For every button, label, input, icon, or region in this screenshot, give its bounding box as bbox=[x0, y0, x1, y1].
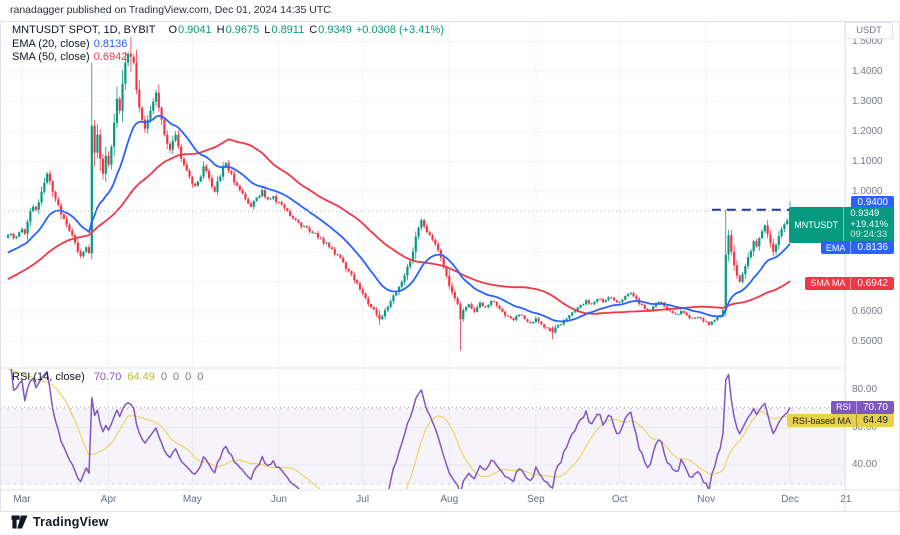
symbol-countdown: 09:24:33 bbox=[850, 229, 888, 241]
ohlc-key: C bbox=[309, 24, 318, 36]
time-tick-label: May bbox=[182, 494, 202, 505]
rsi-ma-value-tag: RSI-based MA 64.49 bbox=[787, 414, 894, 428]
price-tick-label: 1.5000 bbox=[852, 35, 883, 47]
rsi-legend-value: 0 bbox=[160, 371, 167, 383]
tag-value: 70.70 bbox=[862, 401, 888, 413]
time-tick-label: 21 bbox=[840, 494, 852, 505]
time-tick-label: Dec bbox=[781, 494, 799, 505]
price-line-tag: 0.9400 bbox=[851, 196, 894, 210]
symbol-price: 0.9349 bbox=[850, 208, 880, 220]
ohlc-value: 0.9041 bbox=[178, 24, 212, 36]
rsi-legend-row[interactable]: RSI (14, close) 70.70 64.49 0 0 0 0 bbox=[12, 371, 203, 384]
price-tick-label: 1.2000 bbox=[852, 125, 883, 137]
price-scale-currency[interactable]: USDT bbox=[845, 22, 893, 39]
rsi-legend-value: 70.70 bbox=[93, 371, 122, 383]
rsi-legend-value: 0 bbox=[173, 371, 180, 383]
sma-legend-row[interactable]: SMA (50, close) 0.6942 bbox=[12, 51, 127, 64]
ema-legend-name: EMA (20, close) bbox=[12, 38, 90, 50]
time-tick-label: Apr bbox=[100, 494, 117, 505]
tradingview-branding[interactable]: TradingView bbox=[11, 515, 109, 529]
price-tick-label: 0.5000 bbox=[852, 335, 883, 347]
sma-value-tag: SMA MA 0.6942 bbox=[805, 276, 894, 290]
ema-value-tag: EMA 0.8136 bbox=[820, 241, 894, 255]
ohlc-value: 0.8911 bbox=[271, 24, 305, 36]
tag-value: 0.8136 bbox=[857, 242, 888, 254]
ohlc-key: O bbox=[168, 24, 177, 36]
ohlc-key: L bbox=[264, 24, 271, 36]
ohlc-value: 0.9349 bbox=[318, 24, 352, 36]
tag-value: 64.49 bbox=[862, 415, 888, 427]
publish-info: ranadagger published on TradingView.com,… bbox=[10, 4, 331, 16]
rsi-legend-name: RSI (14, close) bbox=[12, 371, 85, 383]
time-tick-label: Sep bbox=[526, 494, 545, 505]
rsi-value-tag: RSI 70.70 bbox=[830, 400, 894, 414]
tag-name: EMA bbox=[821, 241, 852, 255]
price-tick-label: 0.6000 bbox=[852, 305, 883, 317]
symbol-change: +19.41% bbox=[850, 218, 888, 230]
tag-name: RSI bbox=[831, 400, 857, 414]
tag-value: 0.9400 bbox=[857, 197, 888, 209]
ohlc-value: +0.0308 (+3.41%) bbox=[352, 24, 444, 36]
symbol-price-values: 0.9349 +19.41% 09:24:33 bbox=[844, 207, 894, 243]
time-tick-label: Aug bbox=[440, 494, 459, 505]
time-tick-label: Nov bbox=[697, 494, 716, 505]
price-tick-label: 1.0000 bbox=[852, 185, 883, 197]
price-tick-label: 1.3000 bbox=[852, 95, 883, 107]
ohlc-value: 0.9675 bbox=[225, 24, 260, 36]
tag-name: SMA MA bbox=[805, 276, 852, 290]
price-tick-label: 1.4000 bbox=[852, 65, 883, 77]
symbol-title: MNTUSDT SPOT, 1D, BYBIT bbox=[12, 24, 156, 36]
time-tick-label: Jun bbox=[270, 494, 287, 505]
rsi-legend-value: 0 bbox=[197, 371, 204, 383]
sma-legend-name: SMA (50, close) bbox=[12, 51, 90, 63]
time-tick-label: Jul bbox=[356, 494, 370, 505]
tradingview-logo-text: TradingView bbox=[33, 515, 109, 529]
ohlc-key: H bbox=[216, 24, 225, 36]
tradingview-logo-icon bbox=[11, 515, 28, 529]
rsi-legend-value: 64.49 bbox=[127, 371, 155, 383]
rsi-tick-label: 80.00 bbox=[852, 384, 878, 395]
time-tick-label: Mar bbox=[13, 494, 31, 505]
rsi-tick-label: 40.00 bbox=[852, 459, 878, 470]
ohlc-values: O0.9041 H0.9675 L0.8911 C0.9349 +0.0308 (+3… bbox=[163, 24, 444, 36]
ema-legend-row[interactable]: EMA (20, close) 0.8136 bbox=[12, 38, 127, 51]
rsi-legend-value: 0 bbox=[185, 371, 192, 383]
symbol-price-tag: MNTUSDT 0.9349 +19.41% 09:24:33 bbox=[789, 207, 894, 243]
ema-legend-value: 0.8136 bbox=[93, 38, 128, 50]
tag-value: 0.6942 bbox=[857, 277, 888, 289]
sma-legend-value: 0.6942 bbox=[93, 51, 128, 63]
tag-name: MNTUSDT bbox=[789, 207, 845, 243]
symbol-legend-row[interactable]: MNTUSDT SPOT, 1D, BYBIT O0.9041 H0.9675 L0.… bbox=[12, 24, 444, 37]
time-tick-label: Oct bbox=[611, 494, 628, 505]
price-tick-label: 1.1000 bbox=[852, 155, 883, 167]
rsi-legend-values: 70.70 64.49 0 0 0 0 bbox=[88, 371, 204, 383]
tag-name: RSI-based MA bbox=[787, 414, 857, 428]
